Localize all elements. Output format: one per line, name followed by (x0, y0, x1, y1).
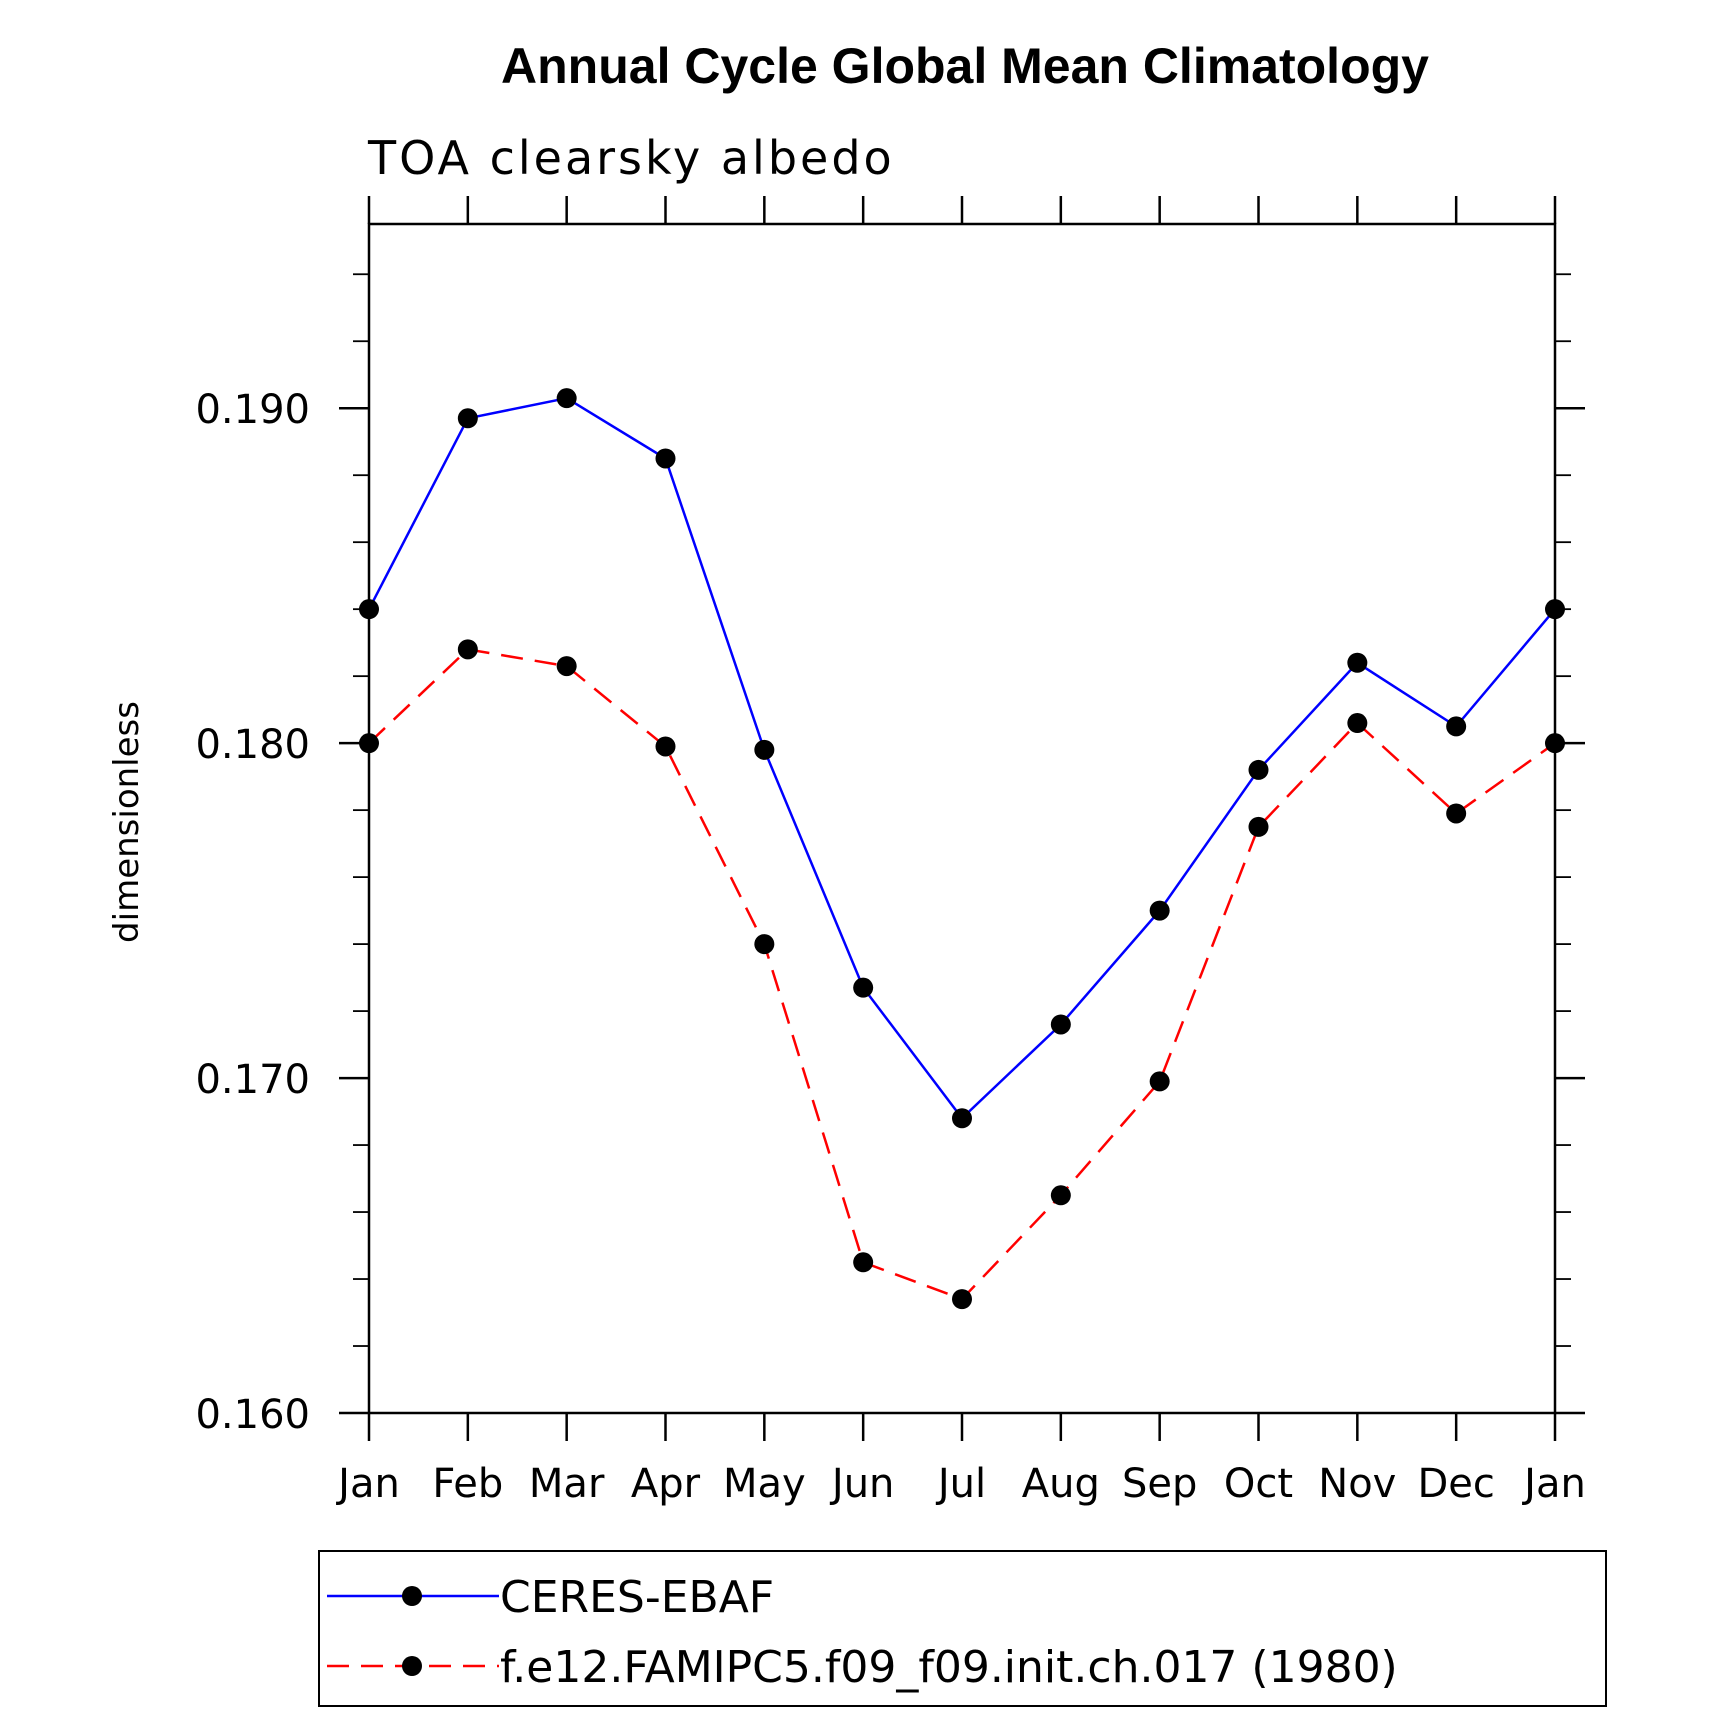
series-1-point (556, 656, 577, 677)
series-0-point (556, 388, 577, 409)
series-1-point (1248, 816, 1269, 837)
chart-title: Annual Cycle Global Mean Climatology (501, 38, 1429, 94)
y-tick-label: 0.160 (195, 1392, 310, 1438)
legend-marker-model (402, 1656, 422, 1676)
series-0-point (1149, 900, 1170, 921)
series-0-point (1248, 759, 1269, 780)
x-tick-label: Nov (1318, 1461, 1396, 1507)
x-tick-label: Oct (1224, 1461, 1293, 1507)
chart-subtitle: TOA clearsky albedo (367, 131, 895, 185)
x-tick-label: Jan (1521, 1461, 1586, 1507)
series-0-point (1347, 652, 1368, 673)
series-0-point (853, 977, 874, 998)
x-tick-label: Apr (631, 1461, 701, 1507)
series-1-point (754, 934, 775, 955)
x-tick-label: Mar (529, 1461, 605, 1507)
y-tick-label: 0.180 (195, 722, 310, 768)
series-0-point (1050, 1014, 1071, 1035)
x-tick-labels: Jan Feb Mar Apr May Jun Jul Aug Sep Oct Nov Dec Jan (335, 1461, 1586, 1507)
series-0-point (457, 408, 478, 429)
legend-label-model: f.e12.FAMIPC5.f09_f09.init.ch.017 (1980) (500, 1642, 1398, 1693)
series-0-point (754, 739, 775, 760)
x-tick-label: May (723, 1461, 806, 1507)
series-line-1 (368, 648, 1556, 1301)
legend-marker-ceres-ebaf (402, 1586, 422, 1606)
series-0-point (952, 1108, 972, 1129)
axis-ticks (339, 196, 1585, 1441)
x-tick-label: Dec (1417, 1461, 1494, 1507)
series-1-point (655, 736, 676, 757)
series-0-point (1446, 716, 1467, 737)
legend-label-ceres-ebaf: CERES-EBAF (500, 1572, 774, 1623)
series-markers (359, 388, 1565, 1310)
series-1-point (1446, 803, 1467, 824)
x-tick-label: Jun (829, 1461, 895, 1507)
series-0-point (655, 448, 676, 469)
series-lines (367, 396, 1556, 1301)
legend: CERES-EBAF f.e12.FAMIPC5.f09_f09.init.ch… (318, 1550, 1607, 1707)
x-tick-label: Aug (1022, 1461, 1100, 1507)
x-tick-label: Jan (335, 1461, 400, 1507)
series-line-0 (367, 396, 1556, 1121)
y-axis-label: dimensionless (107, 701, 147, 943)
y-tick-labels: 0.160 0.170 0.180 0.190 (195, 387, 310, 1438)
series-1-point (457, 639, 478, 660)
series-1-point (1149, 1071, 1170, 1092)
x-tick-label: Sep (1122, 1461, 1197, 1507)
y-tick-label: 0.170 (195, 1057, 310, 1103)
legend-box (318, 1550, 1607, 1707)
series-1-point (1347, 713, 1368, 734)
plot-frame (367, 222, 1557, 1415)
x-tick-label: Jul (935, 1461, 986, 1507)
x-tick-label: Feb (432, 1461, 503, 1507)
series-1-point (1050, 1185, 1071, 1206)
y-tick-label: 0.190 (195, 387, 310, 433)
series-1-point (952, 1289, 972, 1310)
series-1-point (853, 1252, 874, 1273)
